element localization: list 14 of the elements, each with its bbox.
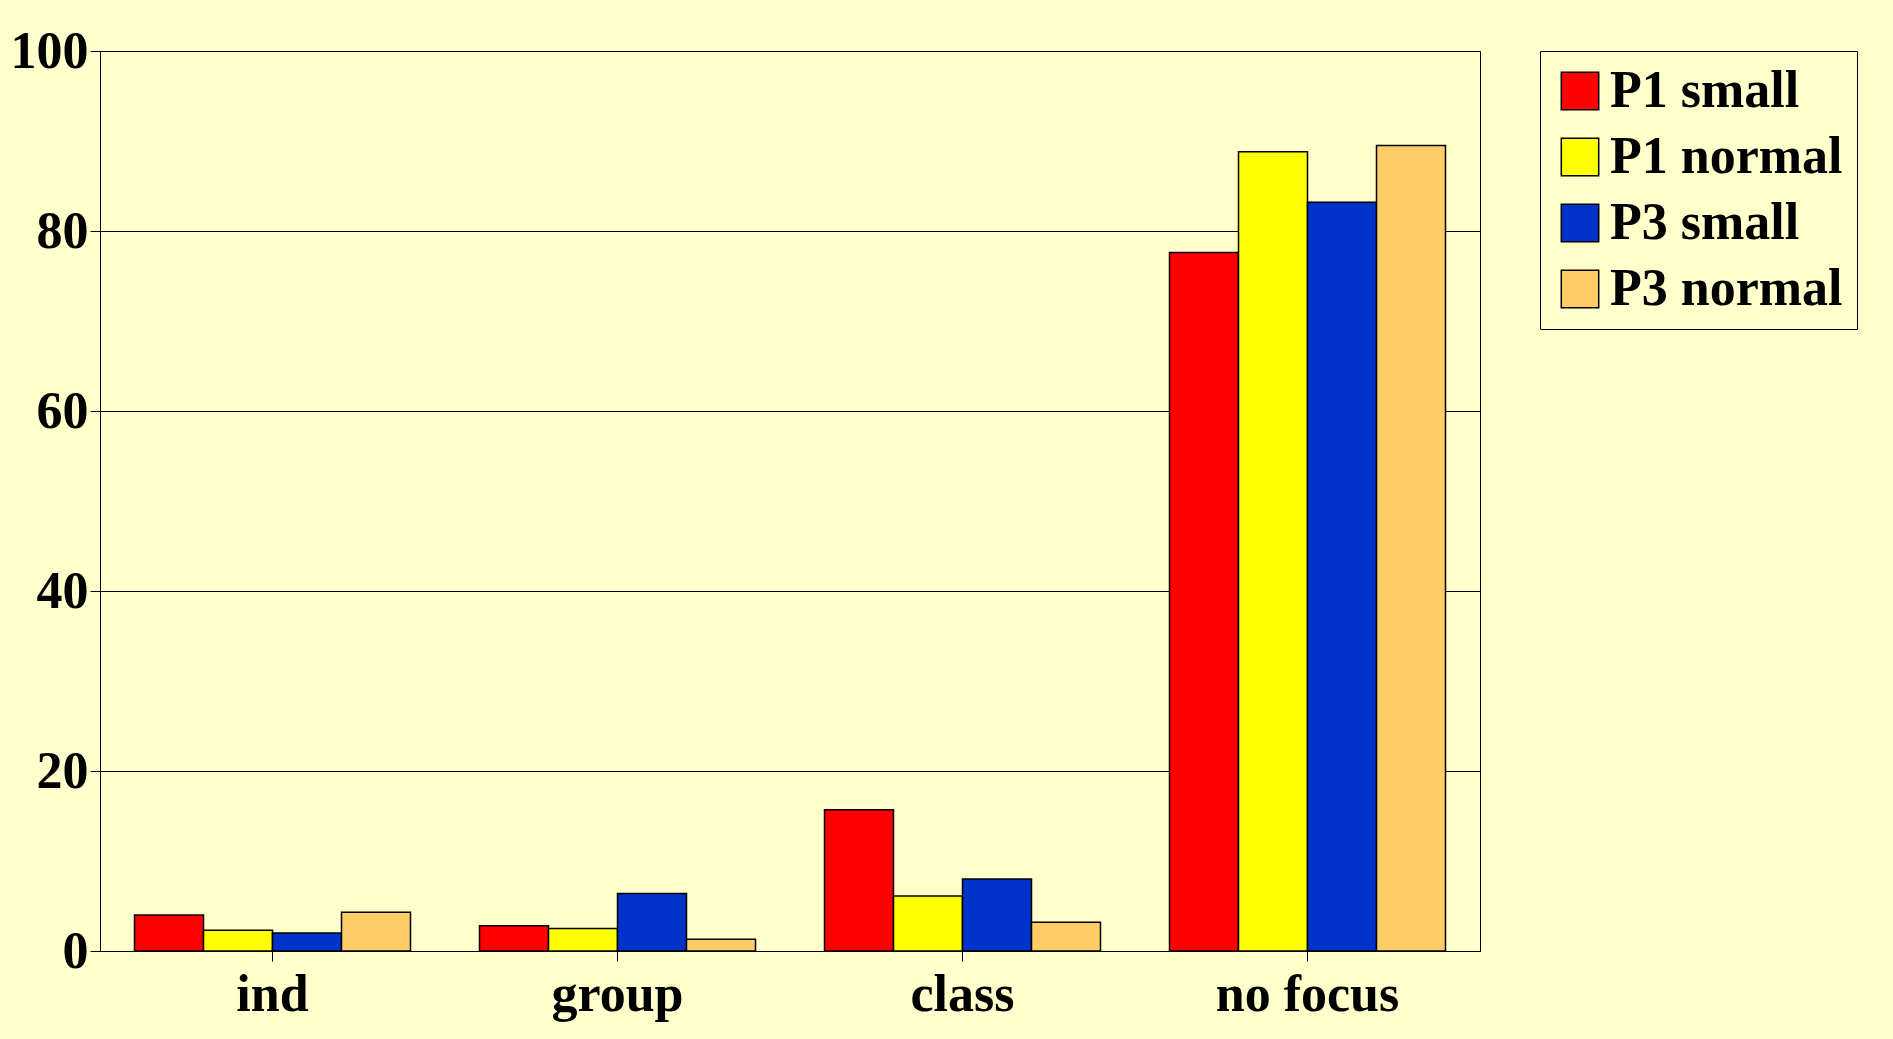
- y-tick-label: 40: [36, 561, 89, 619]
- y-tick-label: 0: [62, 921, 89, 979]
- y-tick-label: 60: [36, 381, 89, 439]
- x-tick-label: class: [910, 964, 1015, 1022]
- y-tick-label: 20: [36, 741, 89, 799]
- y-tick-label: 100: [10, 21, 89, 79]
- x-tick-label: group: [551, 964, 684, 1022]
- legend-label: P1 normal: [1610, 127, 1843, 184]
- y-tick-label: 80: [36, 201, 89, 259]
- x-tick-label: no focus: [1215, 964, 1400, 1022]
- legend-label: P1 small: [1610, 61, 1800, 118]
- x-tick-label: ind: [236, 964, 309, 1022]
- legend-label: P3 small: [1610, 193, 1800, 250]
- legend-label: P3 normal: [1610, 259, 1843, 316]
